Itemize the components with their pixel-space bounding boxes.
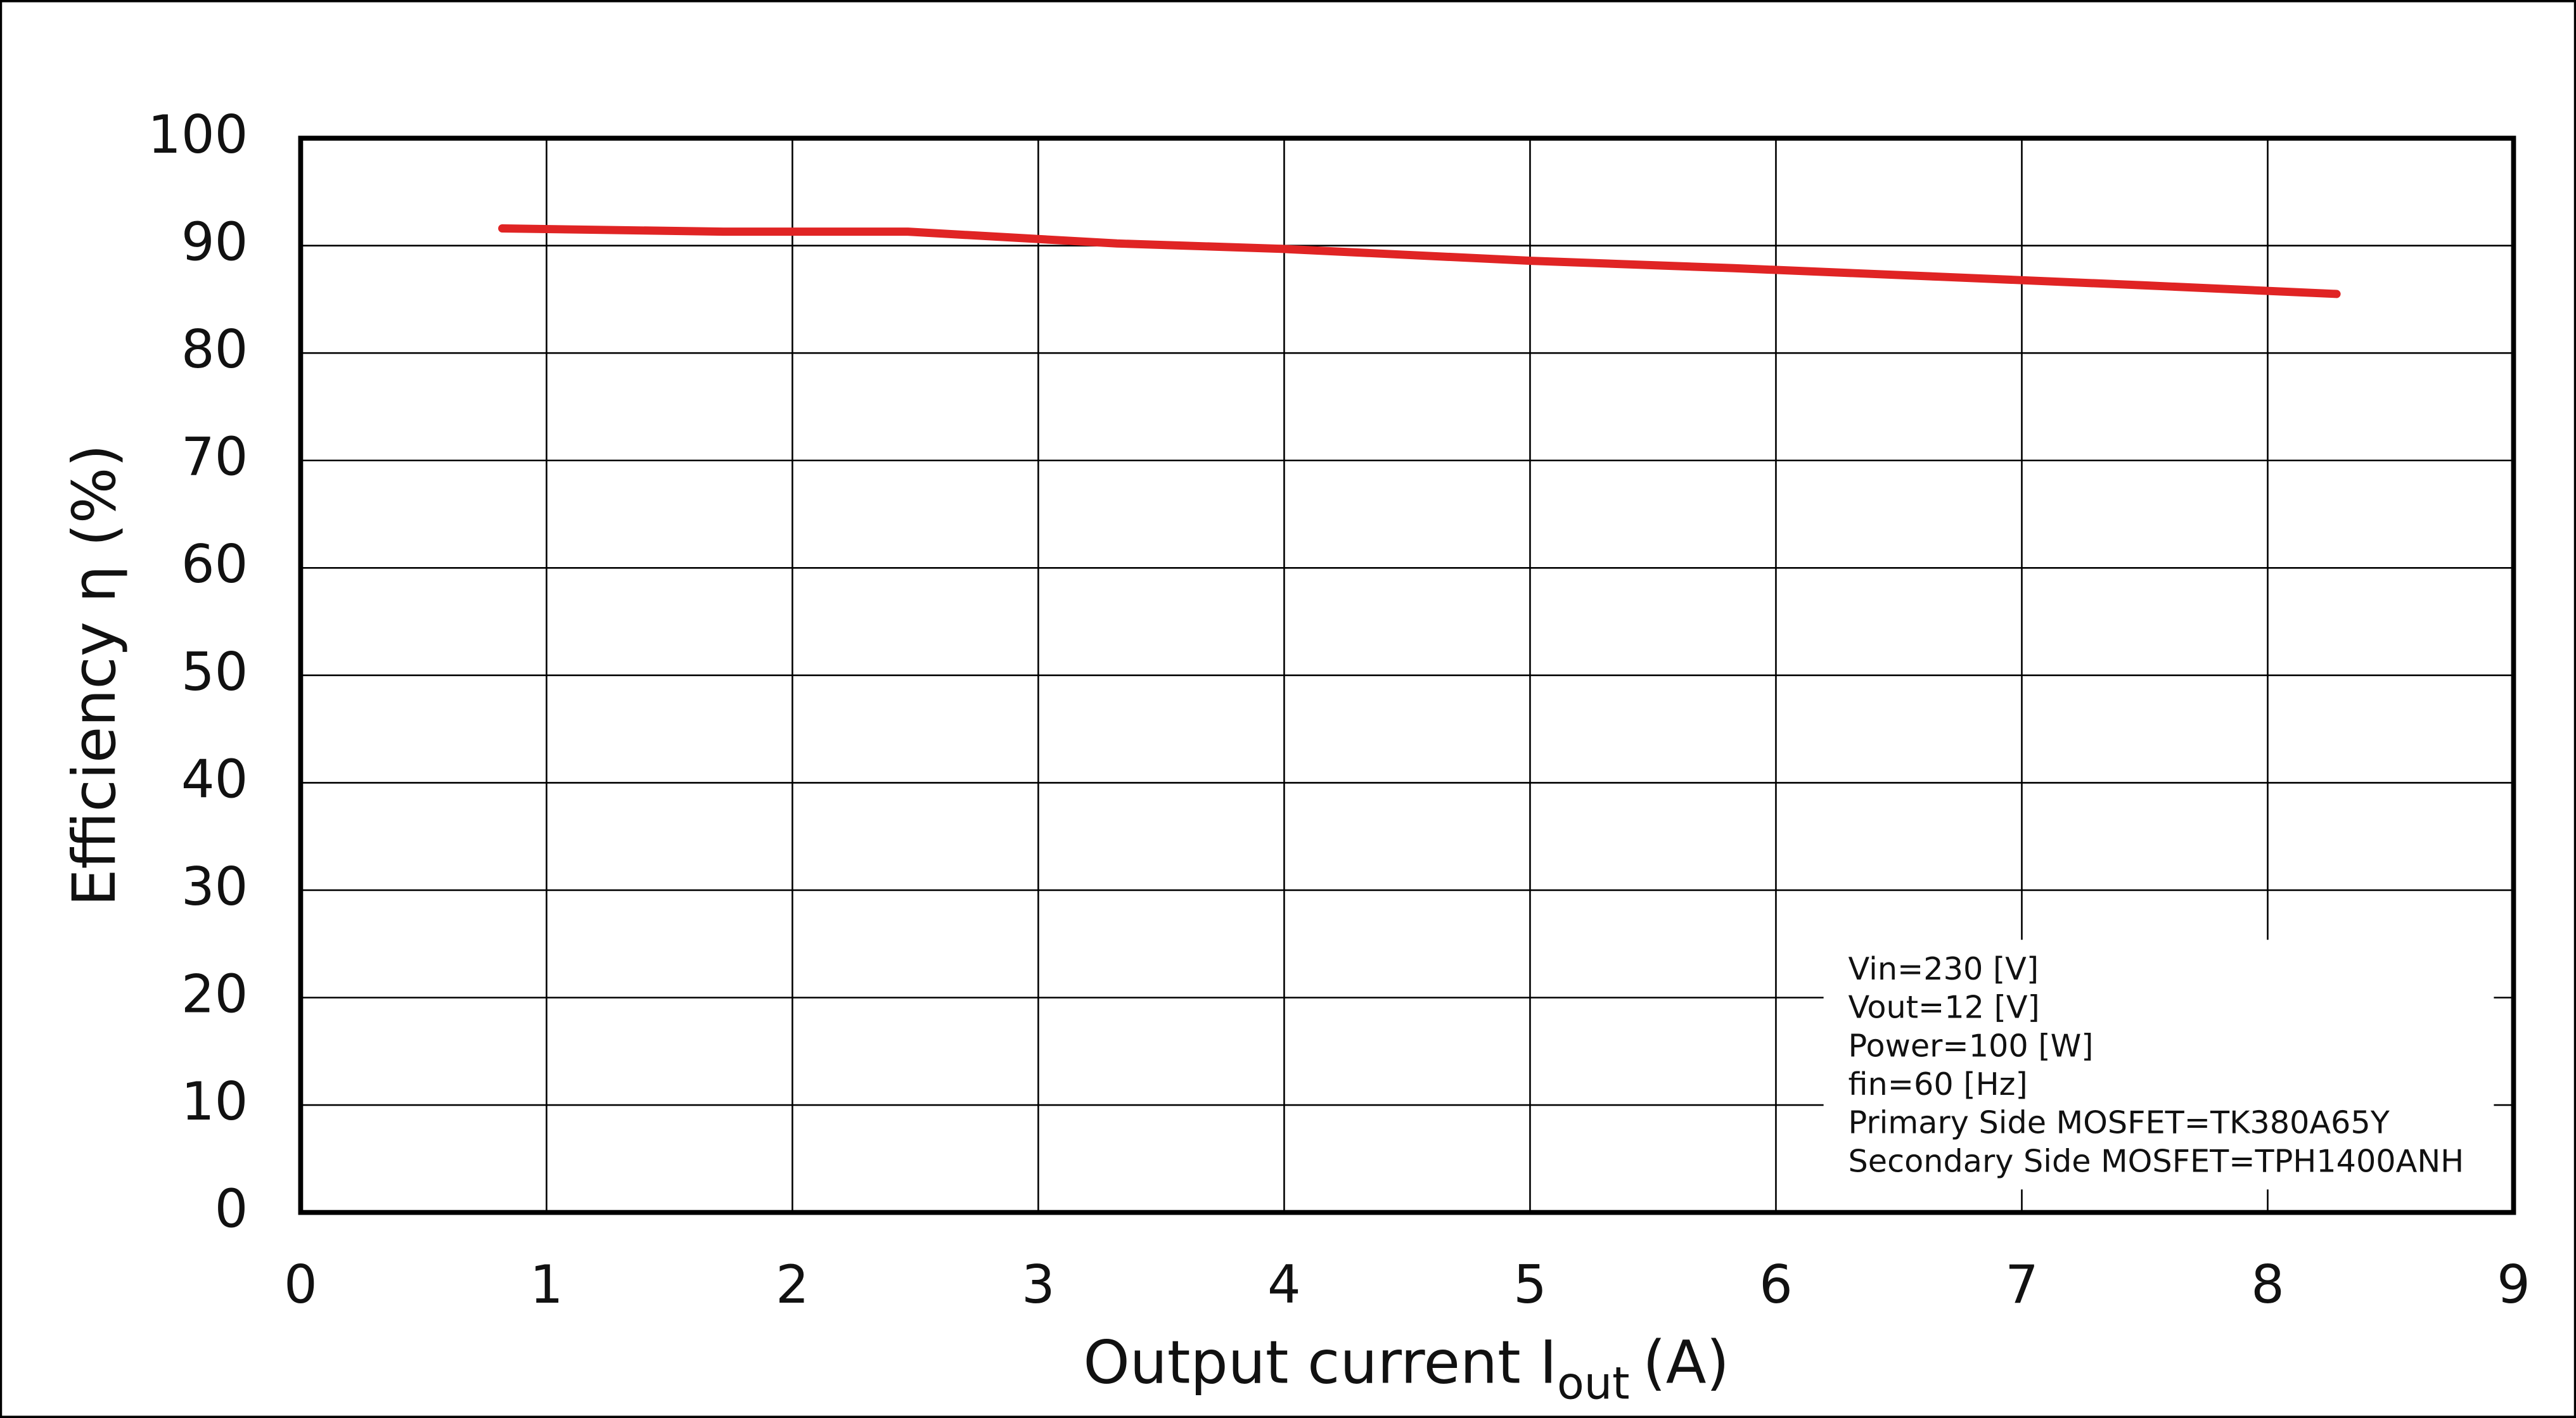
y-tick-label: 80 (181, 319, 248, 380)
data-line (498, 224, 2341, 298)
x-tick-label: 9 (2497, 1254, 2530, 1315)
x-axis-label: Output current Iout (A) (1083, 1329, 1729, 1410)
y-tick-label: 50 (181, 641, 248, 703)
annotation-line: Vout=12 [V] (1849, 989, 2040, 1026)
y-tick-label: 20 (181, 963, 248, 1025)
x-axis-label-main: Output current I (1083, 1329, 1557, 1398)
x-tick-label: 2 (776, 1254, 809, 1315)
y-tick-label: 70 (181, 426, 248, 488)
y-tick-label: 30 (181, 856, 248, 917)
y-tick-label: 40 (181, 748, 248, 810)
y-axis-label: Efficiency η (%) (60, 444, 129, 906)
annotation-line: Power=100 [W] (1849, 1027, 2094, 1064)
annotation-line: Primary Side MOSFET=TK380A65Y (1849, 1104, 2390, 1141)
y-tick-label: 100 (148, 104, 248, 165)
annotation-line: Secondary Side MOSFET=TPH1400ANH (1849, 1142, 2464, 1179)
plot-lines (498, 224, 2341, 298)
annotation-box (1823, 940, 2494, 1190)
annotation: Vin=230 [V]Vout=12 [V]Power=100 [W]fin=6… (1849, 950, 2464, 1179)
annotation-line: Vin=230 [V] (1849, 950, 2039, 987)
x-axis-label-sub: out (1557, 1357, 1630, 1409)
x-tick-label: 0 (284, 1254, 317, 1315)
x-tick-label: 4 (1267, 1254, 1301, 1315)
x-tick-label: 1 (530, 1254, 563, 1315)
y-tick-label: 0 (215, 1178, 248, 1240)
annotation-line: fin=60 [Hz] (1849, 1066, 2028, 1102)
x-tick-label: 7 (2005, 1254, 2039, 1315)
plot-frame (298, 136, 2516, 1215)
tick-labels: 0 10 20 30 40 50 60 70 80 90 100 0 1 2 3 4 5 6 7 8 9 (148, 104, 2530, 1315)
x-tick-label: 3 (1022, 1254, 1055, 1315)
y-tick-label: 10 (181, 1071, 248, 1132)
x-tick-label: 8 (2251, 1254, 2284, 1315)
y-tick-label: 60 (181, 533, 248, 595)
x-tick-label: 5 (1513, 1254, 1547, 1315)
x-axis-label-unit: (A) (1643, 1329, 1729, 1398)
y-tick-label: 90 (181, 212, 248, 273)
x-tick-label: 6 (1759, 1254, 1793, 1315)
